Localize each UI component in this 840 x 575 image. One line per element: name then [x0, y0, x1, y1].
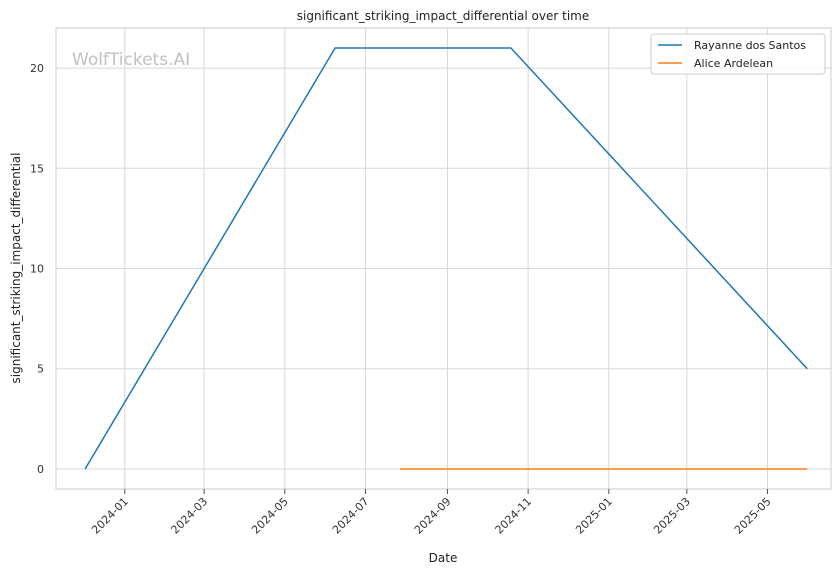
- legend: Rayanne dos Santos Alice Ardelean: [650, 33, 826, 75]
- y-tick-label: 10: [30, 263, 44, 276]
- y-tick-label: 20: [30, 62, 44, 75]
- x-axis-label: Date: [429, 551, 458, 565]
- legend-box: [650, 33, 826, 75]
- y-axis-label: significant_striking_impact_differential: [9, 153, 23, 384]
- watermark: WolfTickets.AI: [72, 50, 190, 70]
- series-layer: [84, 47, 808, 470]
- series-line-1: [84, 47, 808, 470]
- y-tick-label: 15: [30, 162, 44, 175]
- y-tick-label: 0: [37, 463, 44, 476]
- y-tick-label: 5: [37, 363, 44, 376]
- plot-frame: [55, 27, 832, 490]
- legend-label-1: Rayanne dos Santos: [694, 39, 806, 52]
- chart-title: significant_striking_impact_differential…: [297, 9, 589, 23]
- legend-label-2: Alice Ardelean: [694, 57, 773, 70]
